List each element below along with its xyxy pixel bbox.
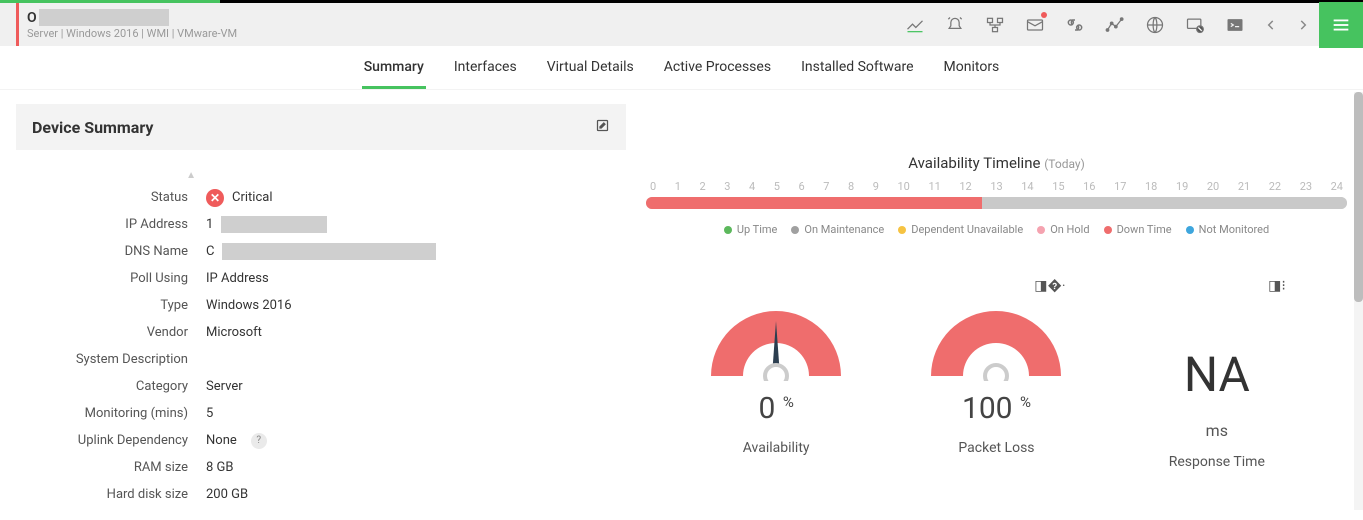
timeline-title: Availability Timeline (Today) — [646, 154, 1347, 172]
response-label: Response Time — [1122, 454, 1312, 470]
mail-icon[interactable] — [1015, 2, 1055, 48]
threshold-icon[interactable]: ◨�· — [1034, 278, 1065, 294]
tabs: Summary Interfaces Virtual Details Active P… — [0, 48, 1363, 90]
tab-active-processes[interactable]: Active Processes — [662, 48, 773, 89]
legend-item: Up Time — [724, 223, 778, 236]
redacted-name — [39, 9, 169, 26]
legend-item: On Maintenance — [791, 223, 884, 236]
label-ip: IP Address — [16, 217, 206, 232]
timeline-hours: 0123456789101112131415161718192021222324 — [646, 180, 1347, 193]
summary-table: ▲ Status✕Critical IP Address1 DNS NameC … — [16, 150, 626, 508]
panel-title: Device Summary — [32, 118, 153, 137]
prev-arrow[interactable] — [1255, 2, 1287, 48]
help-icon[interactable]: ? — [251, 433, 267, 449]
alarm-icon[interactable] — [935, 2, 975, 48]
legend-item: Down Time — [1104, 223, 1172, 236]
next-arrow[interactable] — [1287, 2, 1319, 48]
link-icon[interactable] — [1055, 2, 1095, 48]
value-uplink: None — [206, 433, 237, 448]
availability-label: Availability — [681, 440, 871, 456]
label-disk: Hard disk size — [16, 487, 206, 502]
tab-virtual-details[interactable]: Virtual Details — [545, 48, 636, 89]
value-ram: 8 GB — [206, 460, 234, 475]
graph-icon[interactable] — [1095, 2, 1135, 48]
tab-monitors[interactable]: Monitors — [942, 48, 1002, 89]
redacted-ip — [221, 216, 327, 233]
topbar: O Server | Windows 2016 | WMI | VMware-V… — [0, 0, 1363, 46]
critical-icon: ✕ — [206, 189, 224, 207]
label-status: Status — [16, 190, 206, 205]
threshold-icon[interactable]: ◨⁝ — [1268, 278, 1286, 294]
gauges: 0 % Availability ◨�· 100 % Packet Loss ◨… — [646, 286, 1347, 470]
legend-item: Not Monitored — [1186, 223, 1270, 236]
sort-indicator: ▲ — [16, 170, 206, 184]
value-vendor: Microsoft — [206, 325, 262, 340]
value-category: Server — [206, 379, 243, 394]
panel-header: Device Summary — [16, 104, 626, 150]
value-dns-prefix: C — [206, 244, 214, 259]
label-vendor: Vendor — [16, 325, 206, 340]
value-type: Windows 2016 — [206, 298, 292, 313]
label-ram: RAM size — [16, 460, 206, 475]
monitor-block-icon[interactable] — [1175, 2, 1215, 48]
legend-item: On Hold — [1037, 223, 1089, 236]
terminal-icon[interactable] — [1215, 2, 1255, 48]
value-status: Critical — [232, 190, 272, 205]
scrollbar[interactable] — [1354, 92, 1363, 510]
response-value: NA — [1122, 346, 1312, 403]
topbar-icons — [895, 3, 1363, 46]
label-monitoring: Monitoring (mins) — [16, 406, 206, 421]
packetloss-value: 100 % — [901, 391, 1091, 426]
response-unit: ms — [1122, 421, 1312, 440]
packetloss-label: Packet Loss — [901, 440, 1091, 456]
edit-icon[interactable] — [595, 118, 610, 137]
chart-icon[interactable] — [895, 2, 935, 48]
tab-interfaces[interactable]: Interfaces — [452, 48, 519, 89]
tab-summary[interactable]: Summary — [362, 48, 426, 89]
label-type: Type — [16, 298, 206, 313]
gauge-packetloss: ◨�· 100 % Packet Loss — [901, 286, 1091, 470]
label-sysdesc: System Description — [16, 352, 206, 367]
device-name: O — [27, 10, 37, 26]
value-ip-prefix: 1 — [206, 217, 213, 232]
value-monitoring: 5 — [206, 406, 213, 421]
timeline-legend: Up Time On Maintenance Dependent Unavailab… — [646, 223, 1347, 236]
workflow-icon[interactable] — [975, 2, 1015, 48]
label-uplink: Uplink Dependency — [16, 433, 206, 448]
label-poll: Poll Using — [16, 271, 206, 286]
device-header: O Server | Windows 2016 | WMI | VMware-V… — [16, 3, 237, 46]
scrollbar-thumb[interactable] — [1354, 92, 1363, 302]
device-meta: Server | Windows 2016 | WMI | VMware-VM — [27, 27, 237, 40]
availability-value: 0 % — [681, 391, 871, 426]
gauge-availability: 0 % Availability — [681, 286, 871, 470]
hamburger-menu[interactable] — [1319, 2, 1363, 48]
redacted-dns — [222, 243, 436, 260]
tab-installed-software[interactable]: Installed Software — [799, 48, 915, 89]
label-dns: DNS Name — [16, 244, 206, 259]
timeline-bar — [646, 197, 1347, 209]
value-poll: IP Address — [206, 271, 269, 286]
legend-item: Dependent Unavailable — [898, 223, 1023, 236]
value-disk: 200 GB — [206, 487, 248, 502]
label-category: Category — [16, 379, 206, 394]
gauge-response: ◨⁝ NA ms Response Time — [1122, 286, 1312, 470]
globe-icon[interactable] — [1135, 2, 1175, 48]
